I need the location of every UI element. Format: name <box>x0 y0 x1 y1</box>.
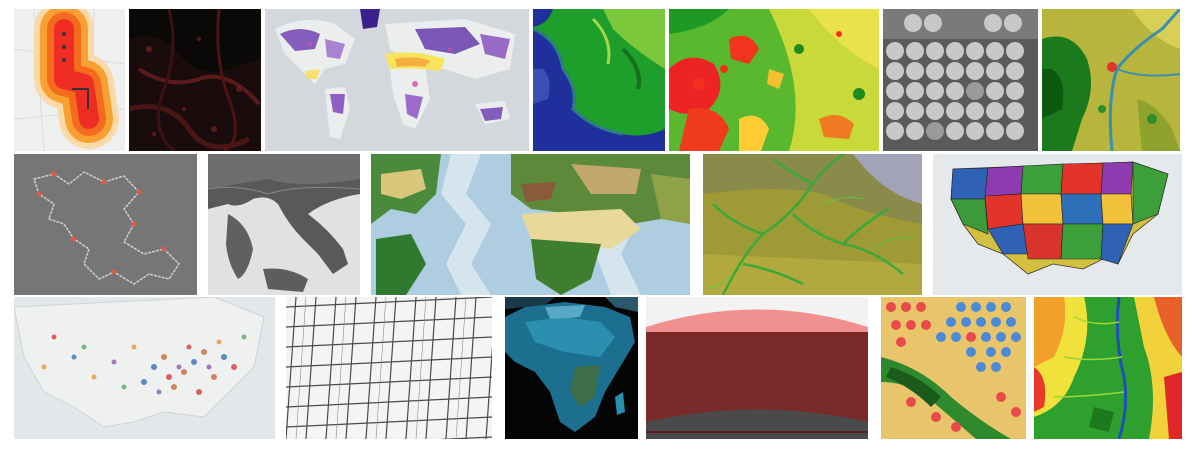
tile-grid-lines[interactable] <box>286 297 492 439</box>
tile-red-green-vegetation[interactable] <box>669 9 879 151</box>
tile-buffer-heat-map[interactable] <box>14 9 125 151</box>
tile-gray-boundary[interactable] <box>14 154 197 295</box>
tile-us-counties[interactable] <box>933 154 1182 295</box>
tile-red-projection-box[interactable] <box>646 297 868 439</box>
tile-river-landcover[interactable] <box>1042 9 1180 151</box>
tile-elevation-rivers[interactable] <box>1034 297 1182 439</box>
tile-circular-fields[interactable] <box>883 9 1038 151</box>
tile-hex-points-overlay[interactable] <box>881 297 1026 439</box>
tile-world-landcover-swath[interactable] <box>371 154 690 295</box>
tile-drainage-network[interactable] <box>703 154 922 295</box>
tile-north-america-dots[interactable] <box>14 297 275 439</box>
tile-dark-red-imagery[interactable] <box>129 9 261 151</box>
tile-italy-hillshade[interactable] <box>208 154 360 295</box>
tile-africa-elevation[interactable] <box>505 297 638 439</box>
tile-world-purple-yellow[interactable] <box>265 9 529 151</box>
tile-green-blue-terrain[interactable] <box>533 9 665 151</box>
